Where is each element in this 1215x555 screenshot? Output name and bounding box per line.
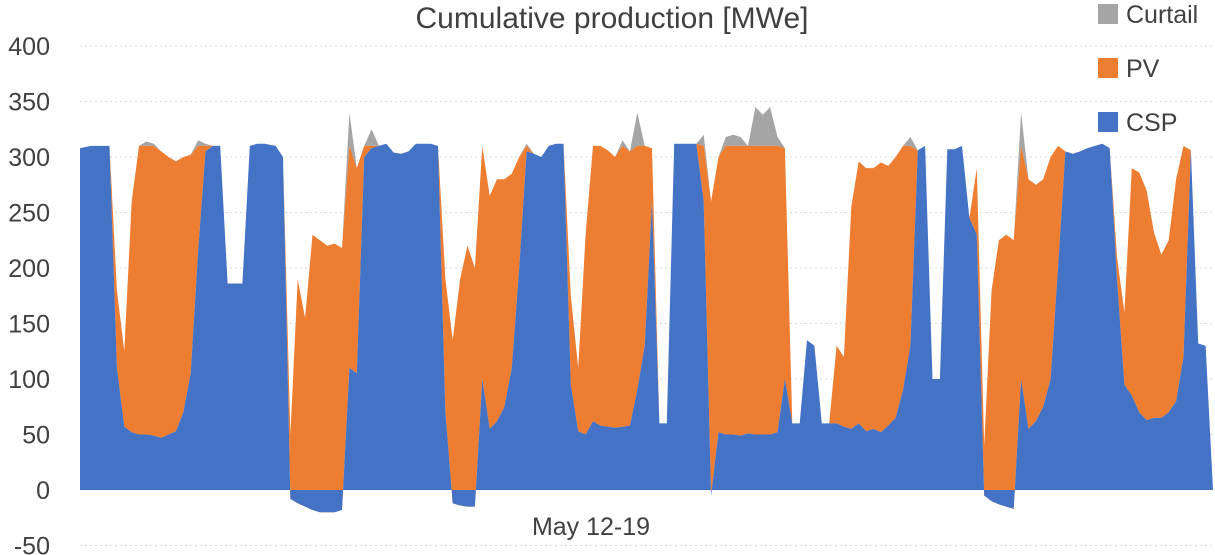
chart-areas (80, 107, 1213, 513)
chart-title: Cumulative production [MWe] (416, 2, 809, 35)
legend-label: PV (1126, 55, 1160, 83)
y-tick-label: 150 (8, 311, 50, 339)
y-tick-label: 100 (8, 366, 50, 394)
y-tick-label: 250 (8, 200, 50, 228)
y-tick-label: 400 (8, 33, 50, 61)
y-tick-label: 350 (8, 89, 50, 117)
y-tick-label: 0 (36, 477, 50, 505)
y-tick-label: 300 (8, 144, 50, 172)
y-tick-label: 200 (8, 255, 50, 283)
legend-swatch (1098, 4, 1118, 24)
x-axis-label: May 12-19 (532, 513, 650, 541)
legend-swatch (1098, 112, 1118, 132)
series-area-csp (80, 143, 1213, 513)
y-tick-label: -50 (14, 533, 50, 555)
legend: Curtail PV CSP (1098, 1, 1198, 137)
legend-label: Curtail (1126, 1, 1198, 29)
legend-swatch (1098, 58, 1118, 78)
y-axis-ticks: -50 0 50 100 150 200 250 300 350 400 (8, 33, 50, 555)
y-tick-label: 50 (22, 422, 50, 450)
legend-label: CSP (1126, 109, 1177, 137)
series-area-pv (80, 143, 1213, 513)
